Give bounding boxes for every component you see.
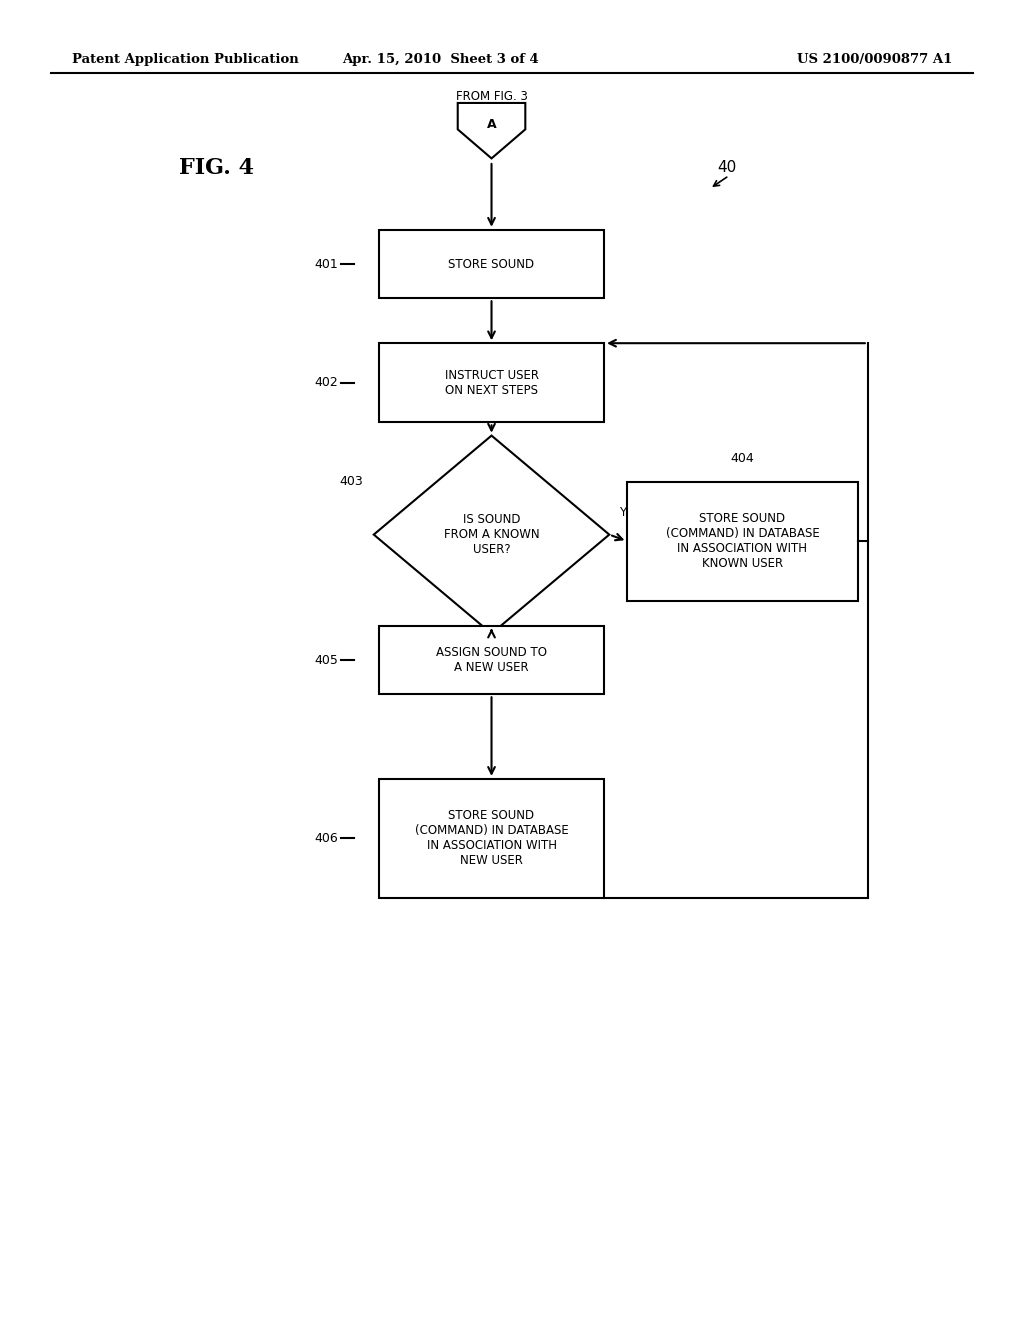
Text: 40: 40 bbox=[717, 160, 736, 176]
Text: STORE SOUND
(COMMAND) IN DATABASE
IN ASSOCIATION WITH
KNOWN USER: STORE SOUND (COMMAND) IN DATABASE IN ASS… bbox=[666, 512, 819, 570]
Text: 402: 402 bbox=[314, 376, 338, 389]
Polygon shape bbox=[458, 103, 525, 158]
Polygon shape bbox=[374, 436, 609, 634]
Text: INSTRUCT USER
ON NEXT STEPS: INSTRUCT USER ON NEXT STEPS bbox=[444, 368, 539, 397]
Text: Patent Application Publication: Patent Application Publication bbox=[72, 53, 298, 66]
FancyBboxPatch shape bbox=[627, 482, 857, 601]
FancyBboxPatch shape bbox=[379, 343, 604, 422]
Text: FIG. 4: FIG. 4 bbox=[179, 157, 254, 178]
Text: NO: NO bbox=[504, 647, 522, 660]
FancyBboxPatch shape bbox=[379, 626, 604, 694]
Text: A: A bbox=[486, 119, 497, 131]
Text: 405: 405 bbox=[314, 653, 338, 667]
Text: STORE SOUND
(COMMAND) IN DATABASE
IN ASSOCIATION WITH
NEW USER: STORE SOUND (COMMAND) IN DATABASE IN ASS… bbox=[415, 809, 568, 867]
Text: ASSIGN SOUND TO
A NEW USER: ASSIGN SOUND TO A NEW USER bbox=[436, 645, 547, 675]
Text: IS SOUND
FROM A KNOWN
USER?: IS SOUND FROM A KNOWN USER? bbox=[443, 513, 540, 556]
Text: US 2100/0090877 A1: US 2100/0090877 A1 bbox=[797, 53, 952, 66]
Text: YES: YES bbox=[620, 506, 641, 519]
Text: 404: 404 bbox=[730, 451, 755, 465]
Text: Apr. 15, 2010  Sheet 3 of 4: Apr. 15, 2010 Sheet 3 of 4 bbox=[342, 53, 539, 66]
FancyBboxPatch shape bbox=[379, 230, 604, 298]
Text: 403: 403 bbox=[340, 475, 364, 488]
Text: STORE SOUND: STORE SOUND bbox=[449, 257, 535, 271]
Text: 406: 406 bbox=[314, 832, 338, 845]
Text: 401: 401 bbox=[314, 257, 338, 271]
FancyBboxPatch shape bbox=[379, 779, 604, 898]
Text: FROM FIG. 3: FROM FIG. 3 bbox=[456, 90, 527, 103]
